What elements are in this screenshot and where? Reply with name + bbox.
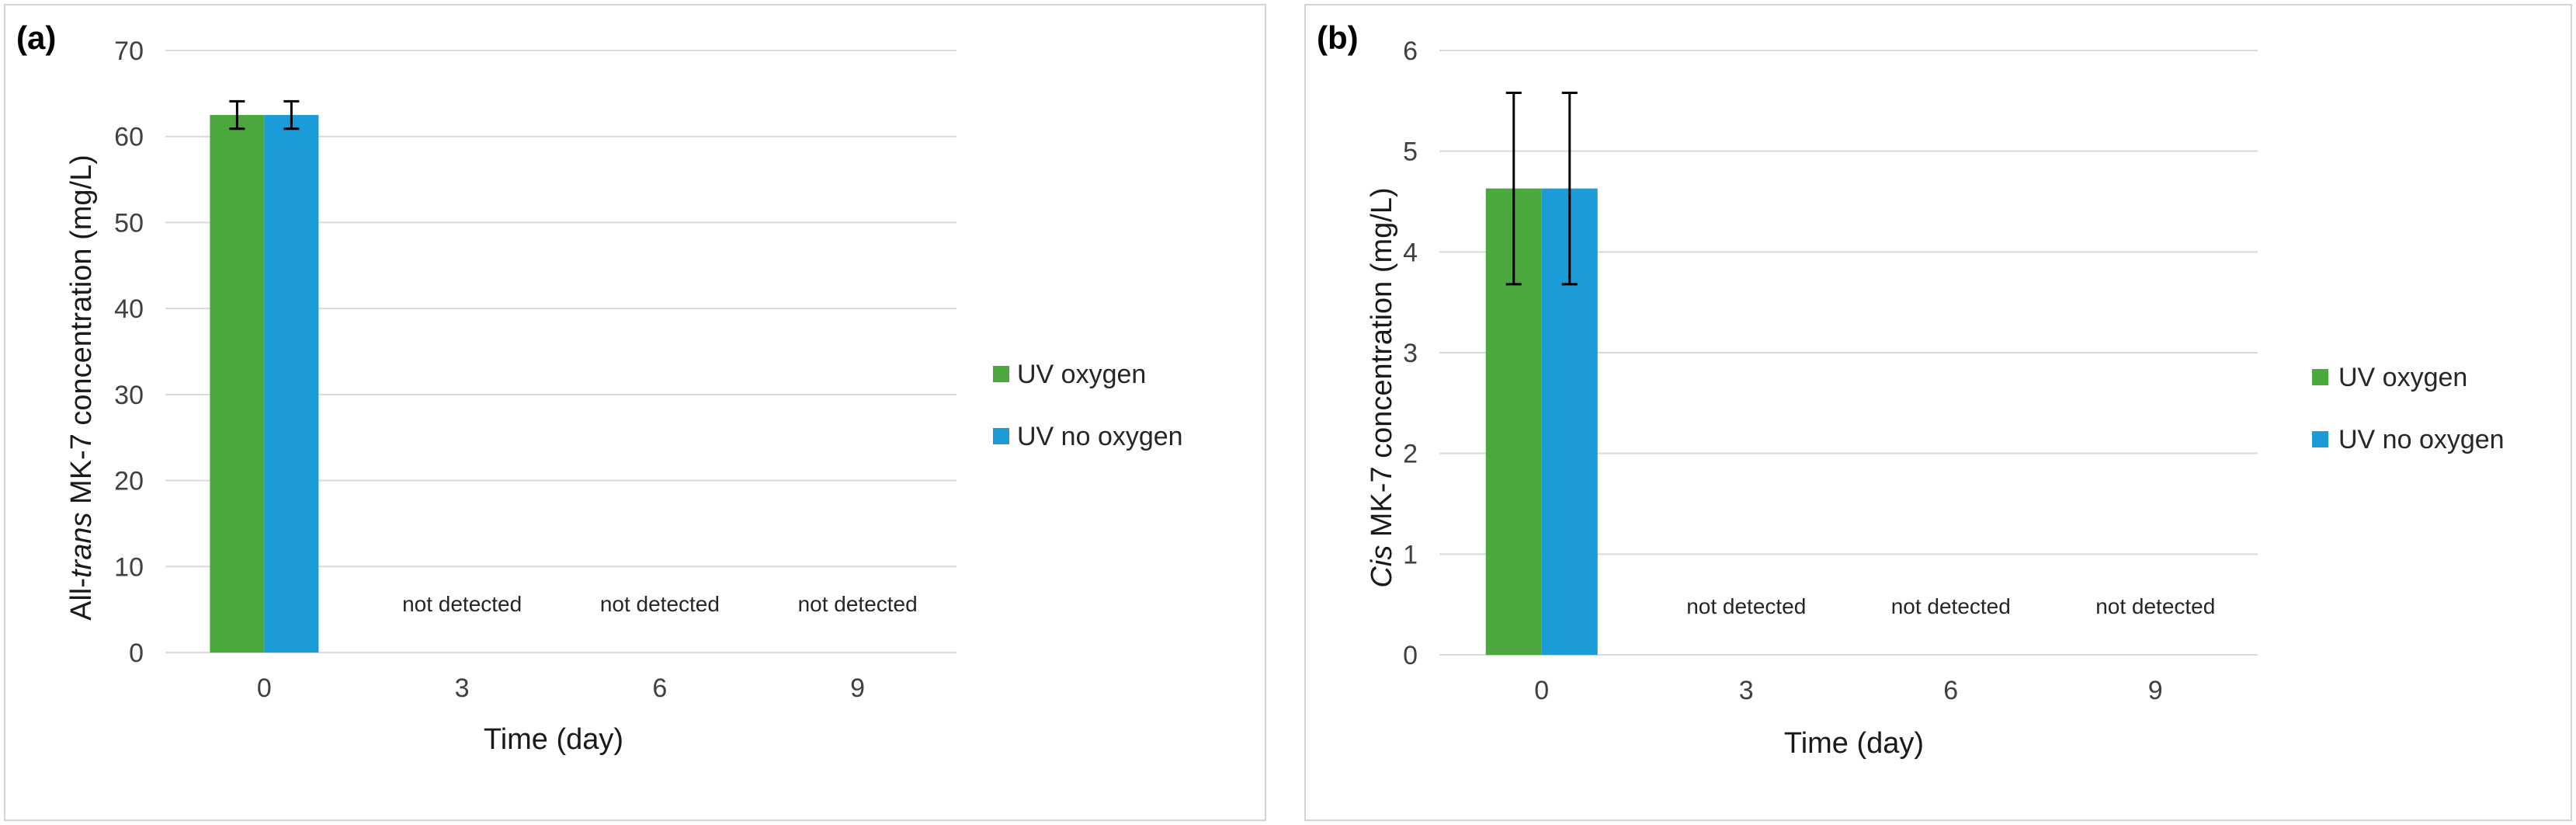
error-bar <box>1561 91 1578 286</box>
y-tick-label: 30 <box>114 381 144 410</box>
x-tick-label: 0 <box>1534 676 1549 705</box>
legend: UV oxygen UV no oxygen <box>2312 363 2505 454</box>
x-tick-label: 9 <box>2148 676 2163 705</box>
x-tick-label: 3 <box>1739 676 1754 705</box>
legend-label-uv-oxygen: UV oxygen <box>1017 360 1146 389</box>
y-tick-label: 1 <box>1403 540 1418 569</box>
chart-panel-b: (b) 0 1 2 3 4 5 6 0 3 6 9 not detected not detecte… <box>1304 4 2572 821</box>
y-tick-label: 6 <box>1403 37 1418 66</box>
y-axis-title: All-trans MK-7 concentration (mg/L) <box>65 155 98 621</box>
legend-label-uv-no-oxygen: UV no oxygen <box>2338 425 2505 454</box>
legend-label-uv-no-oxygen: UV no oxygen <box>1017 422 1183 451</box>
y-tick-label: 4 <box>1403 238 1418 267</box>
legend-swatch-uv-oxygen <box>993 366 1009 382</box>
x-tick-label: 0 <box>257 674 272 703</box>
y-tick-label: 2 <box>1403 440 1418 469</box>
legend-swatch-uv-oxygen <box>2312 369 2328 385</box>
x-axis-title: Time (day) <box>484 723 623 756</box>
x-axis-title: Time (day) <box>1784 727 1924 760</box>
bar-uv-no-oxygen <box>264 115 319 653</box>
chart-a-svg: (a) 0 10 20 30 40 50 60 70 0 3 6 9 not detected not… <box>16 19 1183 756</box>
legend: UV oxygen UV no oxygen <box>993 360 1183 451</box>
y-tick-label: 5 <box>1403 138 1418 167</box>
y-tick-label: 50 <box>114 208 144 238</box>
legend-swatch-uv-no-oxygen <box>2312 431 2328 447</box>
x-tick-label: 9 <box>850 674 865 703</box>
x-tick-label: 6 <box>652 674 667 703</box>
panel-label-b: (b) <box>1317 19 1359 56</box>
error-bar <box>1505 91 1522 286</box>
y-tick-label: 70 <box>114 37 144 66</box>
error-bar <box>229 99 245 131</box>
y-tick-label: 0 <box>1403 641 1418 670</box>
y-tick-label: 20 <box>114 467 144 496</box>
not-detected-label: not detected <box>402 592 522 616</box>
chart-panel-a: (a) 0 10 20 30 40 50 60 70 0 3 6 9 not detected not… <box>4 4 1266 821</box>
not-detected-label: not detected <box>600 592 720 616</box>
panel-label-a: (a) <box>16 19 56 56</box>
not-detected-label: not detected <box>2095 594 2215 618</box>
y-tick-label: 0 <box>129 639 144 668</box>
chart-b-svg: (b) 0 1 2 3 4 5 6 0 3 6 9 not detected not detecte… <box>1317 19 2505 760</box>
legend-swatch-uv-no-oxygen <box>993 428 1009 444</box>
not-detected-label: not detected <box>1686 594 1806 618</box>
y-tick-label: 40 <box>114 294 144 324</box>
x-tick-label: 6 <box>1943 676 1958 705</box>
not-detected-label: not detected <box>798 592 918 616</box>
error-bar <box>283 99 300 131</box>
y-tick-label: 3 <box>1403 339 1418 368</box>
y-tick-label: 10 <box>114 552 144 582</box>
x-tick-label: 3 <box>455 674 470 703</box>
y-axis-title: Cis MK-7 concentration (mg/L) <box>1366 187 1398 587</box>
y-tick-label: 60 <box>114 123 144 152</box>
legend-label-uv-oxygen: UV oxygen <box>2338 363 2467 392</box>
bar-uv-oxygen <box>210 115 265 653</box>
not-detected-label: not detected <box>1891 594 2011 618</box>
